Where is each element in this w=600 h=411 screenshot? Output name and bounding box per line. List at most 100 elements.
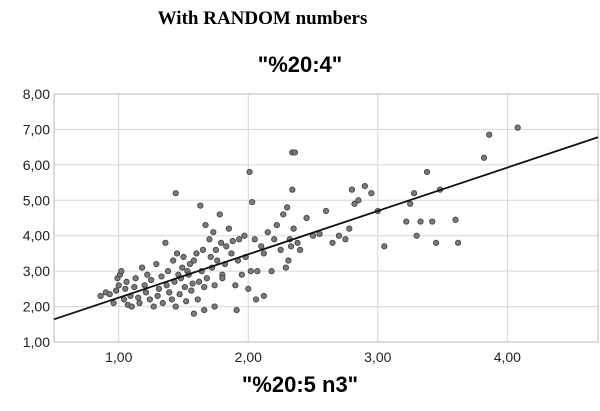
data-point xyxy=(368,190,375,197)
data-point xyxy=(486,131,493,138)
fit-line xyxy=(53,136,599,321)
data-point xyxy=(351,200,358,207)
data-point xyxy=(355,197,362,204)
x-axis-title: "%20:5 n3" xyxy=(241,372,359,397)
data-point xyxy=(153,260,160,268)
data-point xyxy=(214,257,221,264)
data-point xyxy=(254,268,261,275)
data-point xyxy=(211,282,218,289)
data-point xyxy=(115,282,122,289)
data-point xyxy=(136,299,143,307)
data-point xyxy=(296,246,304,253)
data-point xyxy=(212,246,220,253)
data-point xyxy=(216,211,223,218)
data-point xyxy=(155,285,163,292)
data-point xyxy=(429,218,436,225)
data-point xyxy=(346,225,353,232)
x-axis-ticks: 1,00 2,00 3,00 4,00 xyxy=(105,349,521,365)
data-point xyxy=(195,278,203,285)
y-tick-label: 6,00 xyxy=(23,157,50,173)
data-point xyxy=(122,285,129,292)
data-point xyxy=(322,207,330,215)
data-point xyxy=(201,307,208,314)
data-point xyxy=(210,229,217,236)
data-point xyxy=(189,280,196,287)
data-point xyxy=(236,236,243,243)
data-point xyxy=(348,186,356,193)
data-point xyxy=(217,239,225,246)
data-point xyxy=(410,190,418,197)
data-point xyxy=(423,168,431,176)
data-point xyxy=(290,225,297,232)
data-point xyxy=(170,257,177,264)
data-point xyxy=(173,250,181,257)
data-point xyxy=(142,289,150,296)
data-point xyxy=(172,303,179,310)
data-point xyxy=(329,239,336,246)
data-point xyxy=(303,214,310,222)
data-point xyxy=(150,303,157,310)
page-heading: With RANDOM numbers xyxy=(157,8,368,29)
data-point xyxy=(287,243,295,250)
data-point xyxy=(138,264,146,271)
data-point xyxy=(246,168,253,176)
y-tick-label: 3,00 xyxy=(23,263,50,279)
data-point xyxy=(316,230,323,238)
data-point xyxy=(164,268,172,275)
x-tick-label: 3,00 xyxy=(364,349,391,365)
data-point xyxy=(148,276,155,284)
data-point xyxy=(123,278,130,285)
data-point xyxy=(403,218,410,225)
data-point xyxy=(258,243,265,250)
data-point xyxy=(144,271,151,278)
data-point xyxy=(407,200,414,207)
data-point xyxy=(229,237,236,245)
y-tick-label: 7,00 xyxy=(23,121,50,137)
data-point xyxy=(97,292,104,300)
data-points xyxy=(97,124,521,317)
data-point xyxy=(251,236,258,243)
y-axis-ticks: 1,00 2,00 3,00 4,00 5,00 6,00 7,00 8,00 xyxy=(23,86,50,350)
x-tick-label: 1,00 xyxy=(105,349,132,365)
data-point xyxy=(247,268,254,275)
data-point xyxy=(249,198,256,206)
chart-title: "%20:4" xyxy=(257,52,343,77)
data-point xyxy=(219,275,226,282)
data-point xyxy=(335,232,343,239)
data-point xyxy=(158,273,165,280)
data-point xyxy=(361,183,368,190)
data-point xyxy=(413,232,420,239)
data-point xyxy=(183,298,190,305)
data-point xyxy=(223,243,230,250)
data-point xyxy=(110,299,117,307)
data-point xyxy=(264,229,271,236)
y-tick-label: 1,00 xyxy=(23,334,50,350)
data-point xyxy=(193,250,200,257)
data-point xyxy=(294,239,301,246)
x-tick-label: 4,00 xyxy=(494,349,521,365)
data-point xyxy=(245,285,252,292)
data-point xyxy=(176,291,183,298)
y-tick-label: 5,00 xyxy=(23,192,50,208)
data-point xyxy=(452,216,459,223)
data-point xyxy=(228,250,235,257)
data-point xyxy=(271,236,278,243)
data-point xyxy=(207,253,214,261)
data-point xyxy=(206,236,213,243)
data-point xyxy=(197,202,204,209)
data-point xyxy=(342,236,349,243)
data-point xyxy=(113,287,120,294)
fit-line-group xyxy=(53,136,599,321)
y-tick-label: 2,00 xyxy=(23,299,50,315)
data-point xyxy=(186,260,194,268)
data-point xyxy=(417,218,424,225)
data-point xyxy=(131,283,138,291)
data-point xyxy=(141,282,148,289)
data-point xyxy=(181,283,188,291)
data-point xyxy=(188,287,195,294)
data-point xyxy=(154,292,161,300)
data-point xyxy=(241,232,248,239)
plot-area-frame xyxy=(53,93,599,343)
data-point xyxy=(455,239,462,246)
